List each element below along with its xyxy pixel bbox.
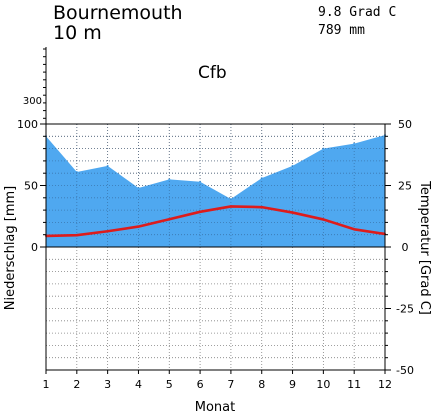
- station-elevation: 10 m: [53, 22, 102, 44]
- precipitation-point: [75, 170, 78, 173]
- upper-scale-ticks: [43, 48, 46, 119]
- precipitation-point: [168, 178, 171, 181]
- left-axis-label: Niederschlag [mm]: [3, 186, 18, 311]
- temperature-point: [260, 206, 263, 209]
- precipitation-series: [45, 124, 386, 247]
- temperature-point: [199, 210, 202, 213]
- right-tick-labels: 50 25 0 -25 -50: [396, 118, 414, 377]
- x-tick-label: 6: [197, 378, 204, 391]
- left-tick-label: 0: [31, 241, 38, 254]
- right-axis-label: Temperatur [Grad C]: [417, 180, 432, 315]
- station-name: Bournemouth: [53, 2, 183, 24]
- right-tick-label: 25: [398, 180, 412, 193]
- temperature-point: [291, 211, 294, 214]
- precipitation-point: [291, 164, 294, 167]
- climate-class: Cfb: [198, 63, 227, 83]
- temperature-point: [322, 218, 325, 221]
- precipitation-area: [46, 135, 385, 247]
- right-tick-label: 50: [398, 118, 412, 131]
- left-tick-label: 100: [17, 118, 38, 131]
- annual-precipitation: 789 mm: [318, 23, 365, 38]
- x-tick-label: 8: [258, 378, 265, 391]
- left-tick-label: 300: [23, 96, 42, 107]
- x-tick-label: 9: [289, 378, 296, 391]
- temperature-point: [137, 225, 140, 228]
- x-tick-label: 5: [166, 378, 173, 391]
- right-tick-label: 0: [402, 241, 409, 254]
- precipitation-point: [353, 142, 356, 145]
- precipitation-point: [106, 164, 109, 167]
- x-tick-label: 1: [43, 378, 50, 391]
- temperature-point: [229, 205, 232, 208]
- left-tick-labels: 100 50 0: [17, 118, 38, 254]
- right-tick-label: -50: [396, 364, 414, 377]
- x-tick-label: 7: [227, 378, 234, 391]
- x-tick-label: 10: [316, 378, 330, 391]
- x-axis-label: Monat: [195, 400, 235, 415]
- x-tick-label: 12: [378, 378, 392, 391]
- right-tick-label: -25: [396, 303, 414, 316]
- temperature-point: [106, 230, 109, 233]
- left-tick-label: 50: [24, 180, 38, 193]
- x-tick-label: 2: [73, 378, 80, 391]
- x-tick-label: 3: [104, 378, 111, 391]
- temperature-line: [45, 205, 386, 238]
- annual-temperature: 9.8 Grad C: [318, 5, 396, 20]
- x-tick-labels: 1 2 3 4 5 6 7 8 9 10 11 12: [43, 378, 393, 391]
- axis-ticks: [40, 123, 391, 374]
- temperature-point: [353, 228, 356, 231]
- x-tick-label: 4: [135, 378, 142, 391]
- temperature-point: [168, 218, 171, 221]
- x-tick-label: 11: [347, 378, 361, 391]
- temperature-point: [75, 234, 78, 237]
